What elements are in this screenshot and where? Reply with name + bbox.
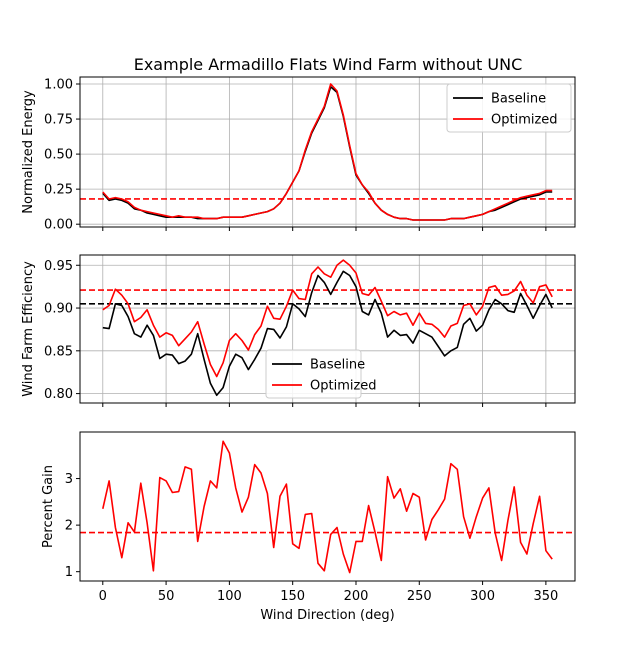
y-tick-label: 1: [65, 565, 73, 580]
legend: Baseline Optimized: [446, 83, 572, 133]
panel-gain: 1 2 3 0 50 100 150 200 250 300 350 Percent Gain W…: [41, 431, 576, 623]
y-tick-label: 0.00: [44, 218, 73, 233]
plot-frame: [79, 254, 576, 404]
chart-title: Example Armadillo Flats Wind Farm withou…: [134, 55, 523, 74]
series-line-optimized: [102, 259, 553, 378]
plot-frame: [79, 431, 576, 582]
x-tick-label: 350: [533, 589, 558, 604]
y-tick-label: 0.50: [44, 148, 73, 163]
x-tick-label: 200: [344, 589, 369, 604]
x-ticks: [102, 227, 547, 231]
x-tick-label: 250: [407, 589, 432, 604]
series-line-baseline: [102, 270, 553, 397]
grid: [80, 77, 575, 227]
legend-label: Baseline: [491, 92, 546, 107]
x-tick-label: 50: [158, 589, 175, 604]
y-ticks: 1 2 3: [65, 472, 80, 580]
x-tick-label: 300: [470, 589, 495, 604]
x-tick-label: 150: [280, 589, 305, 604]
plot-frame: [79, 76, 576, 228]
y-ticks: 0.80 0.85 0.90 0.95: [44, 259, 80, 402]
y-tick-label: 2: [65, 519, 73, 534]
y-tick-label: 0.85: [44, 344, 73, 359]
legend-label: Optimized: [491, 113, 558, 128]
x-tick-label: 100: [217, 589, 242, 604]
legend-box: [446, 83, 572, 133]
x-tick-label: 0: [99, 589, 107, 604]
legend-box: [265, 349, 362, 399]
y-axis-label: Normalized Energy: [21, 90, 36, 214]
legend-label: Optimized: [310, 379, 377, 394]
legend: Baseline Optimized: [265, 349, 377, 399]
legend-label: Baseline: [310, 358, 365, 373]
series-lines: [102, 259, 553, 397]
series-lines: [102, 440, 553, 574]
x-ticks: 0 50 100 150 200 250 300 350: [99, 581, 558, 604]
y-tick-label: 3: [65, 472, 73, 487]
y-tick-label: 0.80: [44, 387, 73, 402]
panel-energy: 0.00 0.25 0.50 0.75 1.00 Normalized Energy B…: [21, 76, 576, 233]
panel-efficiency: 0.80 0.85 0.90 0.95 Wind Farm Efficiency Ba…: [21, 254, 576, 407]
y-tick-label: 1.00: [44, 78, 73, 93]
x-ticks: [102, 403, 547, 407]
series-line-optimized: [102, 83, 553, 221]
y-tick-label: 0.90: [44, 302, 73, 317]
y-axis-label: Percent Gain: [41, 465, 56, 548]
y-tick-label: 0.25: [44, 183, 73, 198]
y-tick-label: 0.75: [44, 113, 73, 128]
series-lines: [102, 83, 553, 221]
y-tick-label: 0.95: [44, 259, 73, 274]
y-ticks: 0.00 0.25 0.50 0.75 1.00: [44, 78, 80, 233]
series-line-gain: [102, 440, 553, 574]
y-axis-label: Wind Farm Efficiency: [21, 261, 36, 397]
x-axis-label: Wind Direction (deg): [260, 608, 394, 623]
